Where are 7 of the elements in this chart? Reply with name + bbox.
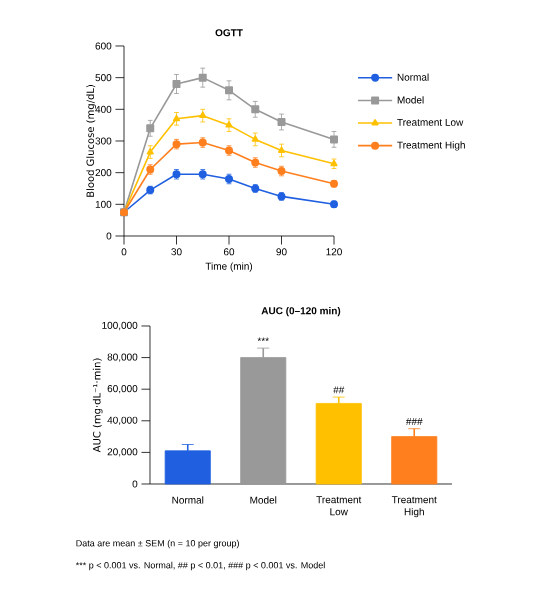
bar (164, 450, 211, 485)
point (198, 73, 207, 82)
bar (240, 357, 287, 485)
point (225, 86, 233, 95)
bar (391, 436, 438, 485)
point (172, 79, 181, 88)
bar (315, 403, 362, 485)
